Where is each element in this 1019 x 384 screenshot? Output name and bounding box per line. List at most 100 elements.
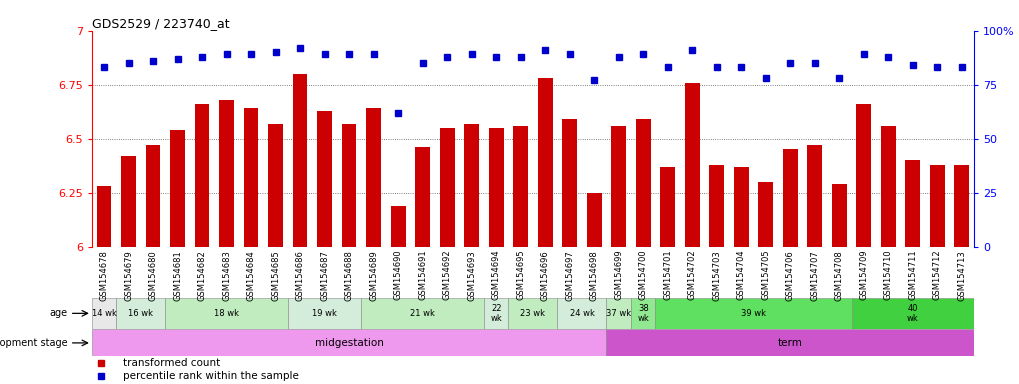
Bar xyxy=(317,111,331,247)
Text: GSM154693: GSM154693 xyxy=(467,250,476,301)
Bar xyxy=(121,156,136,247)
Text: GSM154684: GSM154684 xyxy=(247,250,256,301)
Bar xyxy=(586,193,601,247)
Bar xyxy=(92,329,606,356)
Bar xyxy=(709,164,723,247)
Text: 39 wk: 39 wk xyxy=(740,309,765,318)
Bar xyxy=(390,205,406,247)
Bar xyxy=(880,126,895,247)
Text: GSM154711: GSM154711 xyxy=(908,250,916,300)
Bar xyxy=(97,186,111,247)
Bar xyxy=(537,78,552,247)
Bar xyxy=(954,164,968,247)
Text: GSM154691: GSM154691 xyxy=(418,250,427,300)
Text: age: age xyxy=(49,308,67,318)
Bar xyxy=(507,298,557,329)
Text: 24 wk: 24 wk xyxy=(569,309,594,318)
Bar xyxy=(832,184,846,247)
Bar xyxy=(165,298,287,329)
Text: GSM154682: GSM154682 xyxy=(198,250,207,301)
Text: GSM154707: GSM154707 xyxy=(809,250,818,301)
Text: GSM154688: GSM154688 xyxy=(344,250,354,301)
Text: 37 wk: 37 wk xyxy=(605,309,631,318)
Text: GSM154706: GSM154706 xyxy=(785,250,794,301)
Bar xyxy=(734,167,748,247)
Text: GSM154690: GSM154690 xyxy=(393,250,403,300)
Bar xyxy=(659,167,675,247)
Bar xyxy=(361,298,483,329)
Text: GSM154683: GSM154683 xyxy=(222,250,231,301)
Bar xyxy=(366,108,381,247)
Text: GSM154695: GSM154695 xyxy=(516,250,525,300)
Bar xyxy=(783,149,797,247)
Bar xyxy=(488,128,503,247)
Text: GSM154699: GSM154699 xyxy=(613,250,623,300)
Bar xyxy=(483,298,507,329)
Text: 22
wk: 22 wk xyxy=(490,304,501,323)
Bar xyxy=(116,298,165,329)
Bar xyxy=(606,329,973,356)
Bar xyxy=(807,145,821,247)
Text: GSM154685: GSM154685 xyxy=(271,250,280,301)
Bar xyxy=(341,124,357,247)
Text: 21 wk: 21 wk xyxy=(410,309,435,318)
Text: GSM154704: GSM154704 xyxy=(736,250,745,300)
Text: 23 wk: 23 wk xyxy=(520,309,545,318)
Bar xyxy=(287,298,361,329)
Text: 18 wk: 18 wk xyxy=(214,309,238,318)
Bar xyxy=(905,160,919,247)
Bar xyxy=(684,83,699,247)
Text: term: term xyxy=(777,338,802,348)
Text: midgestation: midgestation xyxy=(315,338,383,348)
Bar xyxy=(513,126,528,247)
Text: transformed count: transformed count xyxy=(122,358,220,368)
Text: GSM154709: GSM154709 xyxy=(858,250,867,300)
Text: GSM154694: GSM154694 xyxy=(491,250,500,300)
Text: GSM154713: GSM154713 xyxy=(957,250,965,301)
Bar xyxy=(851,298,973,329)
Text: percentile rank within the sample: percentile rank within the sample xyxy=(122,371,299,381)
Text: GDS2529 / 223740_at: GDS2529 / 223740_at xyxy=(92,17,229,30)
Text: 14 wk: 14 wk xyxy=(92,309,116,318)
Text: 16 wk: 16 wk xyxy=(128,309,153,318)
Bar xyxy=(268,124,282,247)
Text: GSM154708: GSM154708 xyxy=(834,250,843,301)
Text: GSM154698: GSM154698 xyxy=(589,250,598,301)
Bar xyxy=(557,298,606,329)
Bar xyxy=(92,298,116,329)
Text: GSM154701: GSM154701 xyxy=(662,250,672,300)
Text: GSM154679: GSM154679 xyxy=(124,250,132,301)
Text: GSM154692: GSM154692 xyxy=(442,250,451,300)
Text: GSM154697: GSM154697 xyxy=(565,250,574,301)
Text: GSM154678: GSM154678 xyxy=(100,250,108,301)
Text: 38
wk: 38 wk xyxy=(637,304,648,323)
Text: development stage: development stage xyxy=(0,338,67,348)
Bar xyxy=(195,104,209,247)
Text: GSM154703: GSM154703 xyxy=(711,250,720,301)
Bar xyxy=(464,124,479,247)
Bar xyxy=(244,108,258,247)
Text: 19 wk: 19 wk xyxy=(312,309,336,318)
Bar xyxy=(439,128,454,247)
Text: GSM154689: GSM154689 xyxy=(369,250,378,301)
Bar xyxy=(561,119,577,247)
Bar xyxy=(758,182,772,247)
Bar xyxy=(929,164,944,247)
Text: GSM154705: GSM154705 xyxy=(760,250,769,300)
Text: GSM154700: GSM154700 xyxy=(638,250,647,300)
Bar xyxy=(610,126,626,247)
Bar xyxy=(219,100,233,247)
Text: GSM154686: GSM154686 xyxy=(296,250,305,301)
Bar xyxy=(631,298,655,329)
Bar xyxy=(655,298,851,329)
Text: GSM154710: GSM154710 xyxy=(882,250,892,300)
Bar xyxy=(146,145,160,247)
Text: 40
wk: 40 wk xyxy=(906,304,918,323)
Bar xyxy=(635,119,650,247)
Text: GSM154680: GSM154680 xyxy=(149,250,157,301)
Text: GSM154681: GSM154681 xyxy=(173,250,182,301)
Bar xyxy=(856,104,870,247)
Text: GSM154696: GSM154696 xyxy=(540,250,549,301)
Text: GSM154712: GSM154712 xyxy=(932,250,941,300)
Text: GSM154702: GSM154702 xyxy=(687,250,696,300)
